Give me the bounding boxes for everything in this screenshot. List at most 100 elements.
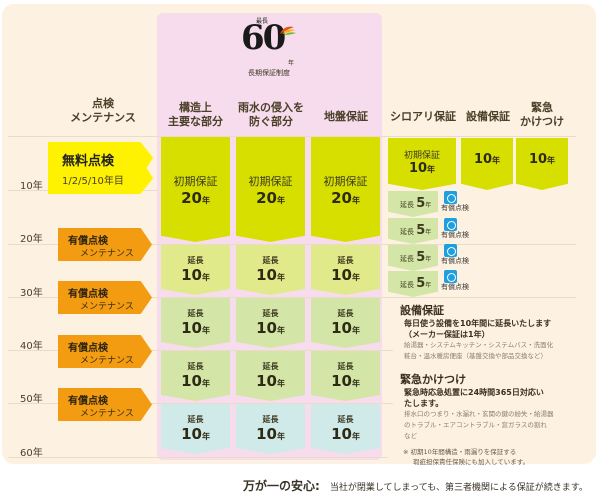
header-ground: 地盤保証	[324, 110, 368, 123]
value: 10	[408, 161, 428, 176]
paid-inspection-sub: メンテナンス	[80, 249, 134, 259]
block-value: 10年	[161, 319, 230, 337]
ext-unit: 年	[425, 229, 432, 236]
structure-extension-3: 延長 10年	[161, 351, 230, 401]
paid-inspection-sub: メンテナンス	[80, 409, 134, 419]
paid-inspection-banner: 有償点検 メンテナンス	[58, 335, 152, 368]
value: 10	[181, 372, 202, 390]
ext-label: 延長	[400, 281, 414, 289]
rainwater-extension-1: 延長 10年	[236, 245, 305, 295]
year-40: 40年	[20, 341, 43, 352]
year-50: 50年	[20, 394, 43, 405]
paid-inspection-title: 有償点検	[68, 396, 108, 407]
unit: 年	[351, 432, 360, 441]
section-lead: 緊急時応急処置に24時間365日対応い	[404, 388, 544, 397]
value: 10	[181, 266, 202, 284]
note-line: 瑕疵担保責任保険にも加入しています。	[413, 458, 530, 466]
leaf-icon	[280, 26, 296, 35]
house-inspection-icon	[444, 244, 457, 257]
block-label: 延長	[262, 362, 279, 371]
value: 10	[331, 319, 352, 337]
termite-initial-warranty: 初期保証 10年	[388, 138, 456, 190]
block-value: 10年	[311, 425, 380, 443]
block-label: 延長	[337, 415, 354, 424]
footer-text: 当社が閉業してしまっても、第三者機関による保証が続きます。	[329, 483, 588, 493]
free-inspection-banner: 無料点検 1/2/5/10年目	[48, 142, 153, 194]
header-line: 緊急	[531, 101, 553, 114]
ext-value: 5	[416, 250, 426, 265]
block-value: 10年	[161, 372, 230, 390]
ground-extension-3: 延長 10年	[311, 351, 380, 401]
header-line: 防ぐ部分	[249, 115, 293, 128]
value: 10	[473, 152, 493, 167]
block-value: 10年	[236, 266, 305, 284]
ground-initial-warranty: 初期保証 20年	[311, 137, 380, 242]
house-inspection-icon	[444, 218, 457, 231]
block-value: 20年	[311, 189, 380, 207]
header-line: 主要な部分	[168, 115, 223, 128]
block-label: 延長	[187, 309, 204, 318]
ext-unit: 年	[425, 282, 432, 289]
unit: 年	[276, 432, 285, 441]
value: 20	[256, 189, 277, 207]
block-label: 延長	[187, 362, 204, 371]
grid-line	[8, 136, 576, 137]
paid-inspection-banner: 有償点検 メンテナンス	[58, 281, 152, 314]
unit: 年	[351, 273, 360, 282]
ext-value: 5	[416, 276, 426, 291]
termite-extension-3: 延長 5年	[388, 245, 438, 271]
value: 10	[331, 266, 352, 284]
paid-inspection-title: 有償点検	[68, 343, 108, 354]
value: 10	[528, 152, 548, 167]
paid-inspection-banner: 有償点検 メンテナンス	[58, 228, 152, 261]
value: 20	[331, 189, 352, 207]
grid-line	[8, 457, 388, 458]
year-30: 30年	[20, 288, 43, 299]
value: 20	[181, 189, 202, 207]
value: 10	[256, 319, 277, 337]
year-20: 20年	[20, 234, 43, 245]
grid-line	[8, 297, 576, 298]
unit: 年	[351, 326, 360, 335]
structure-extension-2: 延長 10年	[161, 298, 230, 348]
section-title: 設備保証	[400, 304, 444, 317]
block-value: 10年	[161, 266, 230, 284]
block-value: 10年	[236, 425, 305, 443]
header-line: 雨水の侵入を	[238, 101, 304, 114]
block-value: 10年	[161, 425, 230, 443]
block-label: 延長	[337, 256, 354, 265]
value: 10	[256, 266, 277, 284]
footer-title: 万が一の安心:	[243, 479, 320, 493]
unit: 年	[351, 379, 360, 388]
grid-line	[8, 350, 393, 351]
header-line: かけつけ	[520, 115, 564, 128]
logo-subtitle: 長期保証制度	[248, 69, 290, 77]
structure-initial-warranty: 初期保証 20年	[161, 137, 230, 242]
value: 10	[181, 425, 202, 443]
ext-label: 延長	[400, 228, 414, 236]
unit: 年	[276, 326, 285, 335]
section-lead: 毎日使う設備を10年間に延長いたします	[404, 319, 552, 328]
ext-value: 5	[416, 223, 426, 238]
house-inspection-icon	[444, 191, 457, 204]
ext-unit: 年	[425, 202, 432, 209]
section-detail: 粧台・温水暖房便座（基盤交換や部品交換など）	[404, 352, 547, 360]
block-value: 10年	[311, 319, 380, 337]
grid-line	[8, 403, 393, 404]
emergency-description: 緊急かけつけ 緊急時応急処置に24時間365日対応い たします。 排水口のつまり…	[400, 371, 554, 442]
rainwater-extension-2: 延長 10年	[236, 298, 305, 348]
block-label: 延長	[337, 362, 354, 371]
year-60: 60年	[20, 448, 43, 459]
header-equipment: 設備保証	[466, 110, 510, 123]
structure-extension-4: 延長 10年	[161, 404, 230, 454]
unit: 年	[492, 156, 501, 165]
block-label: 延長	[187, 256, 204, 265]
unit: 年	[201, 379, 210, 388]
value: 10	[256, 372, 277, 390]
block-label: 延長	[262, 309, 279, 318]
house-inspection-icon	[444, 270, 457, 283]
paid-inspection-title: 有償点検	[68, 289, 108, 300]
paid-inspection-title: 有償点検	[68, 236, 108, 247]
header-inspection: 点検 メンテナンス	[58, 97, 148, 125]
section-lead: （メーカー保証は1年）	[404, 330, 490, 339]
